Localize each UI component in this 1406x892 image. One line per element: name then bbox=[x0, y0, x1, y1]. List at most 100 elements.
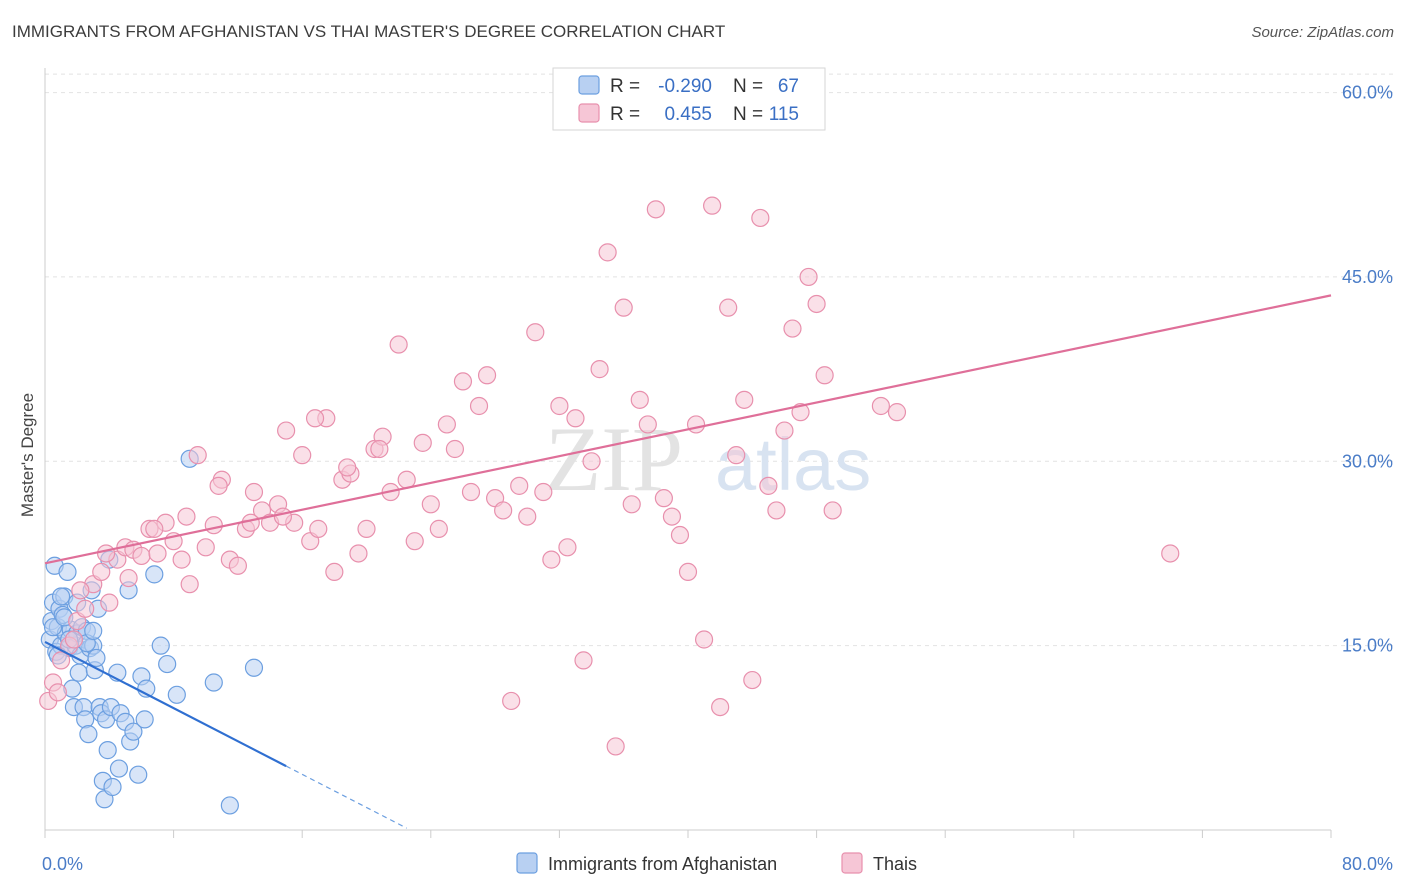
data-point bbox=[735, 390, 754, 409]
data-point bbox=[606, 737, 625, 756]
bottom-legend-swatch-thais bbox=[841, 852, 863, 874]
data-point bbox=[743, 670, 762, 690]
data-point bbox=[654, 489, 673, 508]
data-point bbox=[871, 396, 891, 416]
data-point bbox=[305, 409, 325, 428]
data-point bbox=[277, 421, 296, 440]
data-point bbox=[151, 636, 170, 655]
chart-title: IMMIGRANTS FROM AFGHANISTAN VS THAI MAST… bbox=[12, 22, 726, 41]
data-point bbox=[823, 501, 842, 520]
data-point bbox=[598, 243, 617, 262]
data-point bbox=[71, 581, 90, 600]
trend-line-afghanistan-extension bbox=[285, 765, 407, 829]
y-tick-label: 30.0% bbox=[1342, 451, 1393, 471]
data-point bbox=[510, 476, 529, 495]
legend-swatch-thais bbox=[578, 103, 600, 123]
legend-r-label-afghanistan: R = bbox=[610, 76, 640, 97]
data-point bbox=[148, 544, 167, 563]
y-tick-label: 45.0% bbox=[1342, 267, 1393, 287]
data-point bbox=[244, 658, 264, 677]
data-point bbox=[196, 538, 215, 557]
data-point bbox=[1161, 544, 1180, 563]
grid-lines bbox=[45, 73, 1393, 647]
data-point bbox=[132, 546, 151, 566]
data-point bbox=[429, 519, 448, 538]
data-point bbox=[558, 538, 577, 557]
data-point bbox=[703, 196, 722, 215]
data-point bbox=[638, 415, 657, 434]
data-point bbox=[48, 683, 67, 702]
data-point bbox=[461, 482, 481, 502]
correlation-legend: R = -0.290 N = 67 R = 0.455 N = 115 bbox=[552, 67, 826, 131]
data-point bbox=[79, 725, 98, 744]
legend-n-label-afghanistan: N = bbox=[733, 76, 763, 97]
data-point bbox=[646, 200, 665, 219]
data-point bbox=[293, 446, 312, 465]
data-point bbox=[370, 439, 389, 459]
data-point bbox=[534, 482, 553, 502]
data-point bbox=[502, 691, 521, 711]
bottom-legend-label-afghanistan: Immigrants from Afghanistan bbox=[548, 854, 777, 874]
data-point bbox=[614, 298, 633, 317]
data-point bbox=[678, 562, 698, 582]
data-point bbox=[574, 651, 593, 670]
data-point bbox=[477, 366, 497, 385]
data-point bbox=[177, 507, 196, 526]
data-point bbox=[96, 544, 116, 563]
data-point bbox=[188, 446, 207, 465]
data-point bbox=[767, 501, 786, 520]
data-point bbox=[727, 446, 746, 465]
data-point bbox=[590, 360, 609, 379]
data-point bbox=[58, 562, 77, 582]
data-point bbox=[158, 654, 177, 674]
data-point bbox=[338, 458, 357, 477]
bottom-legend-swatch-afghanistan bbox=[516, 852, 538, 874]
data-point bbox=[622, 495, 641, 514]
x-axis-ticks bbox=[44, 830, 1332, 838]
data-point bbox=[630, 390, 649, 409]
data-point bbox=[453, 372, 473, 391]
data-point bbox=[518, 507, 537, 526]
data-point bbox=[686, 415, 706, 434]
data-point bbox=[670, 525, 690, 545]
bottom-legend-label-thais: Thais bbox=[873, 854, 917, 874]
data-point bbox=[100, 593, 119, 612]
data-point bbox=[494, 501, 513, 520]
data-point bbox=[550, 396, 569, 416]
data-point bbox=[349, 544, 368, 563]
legend-r-label-thais: R = bbox=[610, 104, 640, 125]
data-point bbox=[51, 651, 71, 670]
y-tick-label: 60.0% bbox=[1342, 83, 1393, 103]
series-legend: Immigrants from Afghanistan Thais bbox=[516, 852, 917, 874]
legend-swatch-afghanistan bbox=[578, 75, 600, 95]
data-point bbox=[759, 476, 778, 495]
data-point bbox=[694, 630, 714, 649]
data-point bbox=[64, 630, 84, 649]
data-point bbox=[119, 568, 138, 588]
watermark-atlas: atlas bbox=[715, 423, 871, 506]
data-point bbox=[413, 433, 432, 452]
data-point bbox=[76, 710, 95, 729]
data-point bbox=[437, 415, 456, 434]
legend-n-value-afghanistan: 67 bbox=[778, 76, 799, 97]
legend-r-value-thais: 0.455 bbox=[664, 104, 712, 125]
trend-line-thais bbox=[44, 294, 1332, 565]
trend-lines bbox=[44, 294, 1332, 829]
legend-n-label-thais: N = bbox=[733, 104, 763, 125]
x-tick-label-max: 80.0% bbox=[1342, 854, 1393, 874]
data-point bbox=[542, 550, 561, 569]
data-point bbox=[526, 323, 545, 342]
data-point bbox=[228, 556, 247, 575]
data-point bbox=[69, 663, 88, 682]
data-point bbox=[84, 621, 103, 640]
data-point bbox=[799, 267, 818, 287]
data-point bbox=[309, 519, 328, 538]
data-point bbox=[180, 575, 199, 594]
x-tick-label-min: 0.0% bbox=[42, 854, 83, 874]
data-point bbox=[244, 482, 264, 502]
data-point bbox=[135, 710, 154, 729]
data-point bbox=[51, 587, 71, 606]
data-point bbox=[92, 562, 111, 582]
data-point bbox=[124, 722, 143, 741]
data-point bbox=[87, 648, 106, 668]
